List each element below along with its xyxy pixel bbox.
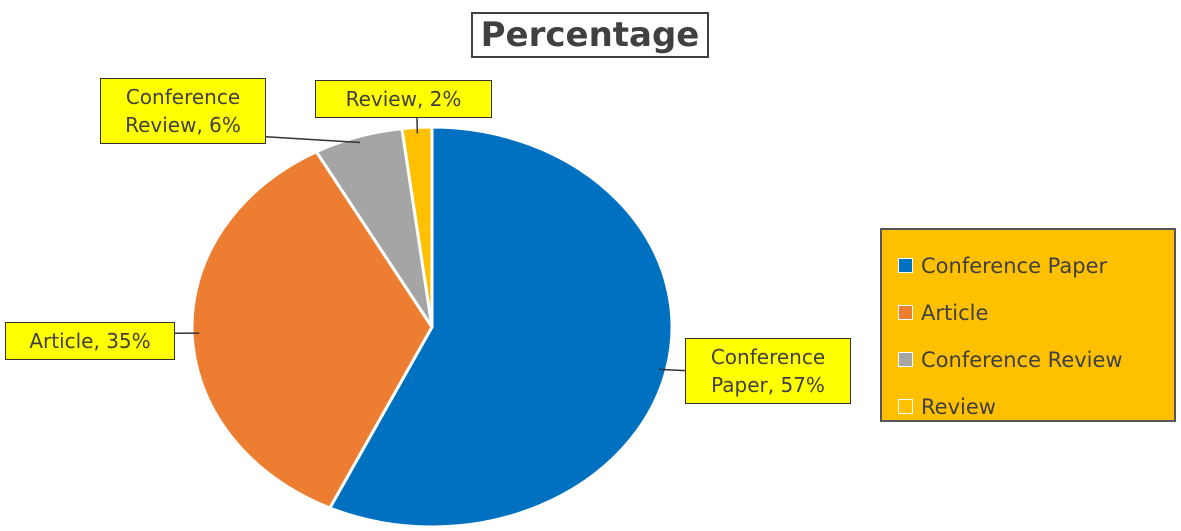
legend-swatch — [898, 305, 913, 320]
data-label: Conference Paper, 57% — [685, 338, 851, 404]
legend-item: Conference Review — [898, 336, 1174, 383]
legend-swatch — [898, 399, 913, 414]
data-label: Review, 2% — [315, 80, 492, 118]
legend-swatch — [898, 352, 913, 367]
legend-label: Review — [921, 394, 996, 419]
chart-title: Percentage — [471, 12, 709, 58]
legend-label: Conference Review — [921, 347, 1123, 372]
data-label: Conference Review, 6% — [100, 78, 266, 144]
legend-item: Review — [898, 383, 1174, 430]
label-pointer — [265, 136, 361, 144]
legend-item: Conference Paper — [898, 242, 1174, 289]
legend-item: Article — [898, 289, 1174, 336]
label-pointer — [659, 368, 686, 372]
data-label: Article, 35% — [5, 322, 175, 360]
legend-label: Article — [921, 300, 989, 325]
pie-slice — [327, 125, 674, 529]
legend: Conference Paper Article Conference Review… — [880, 228, 1176, 422]
legend-swatch — [898, 258, 913, 273]
legend-label: Conference Paper — [921, 253, 1108, 278]
